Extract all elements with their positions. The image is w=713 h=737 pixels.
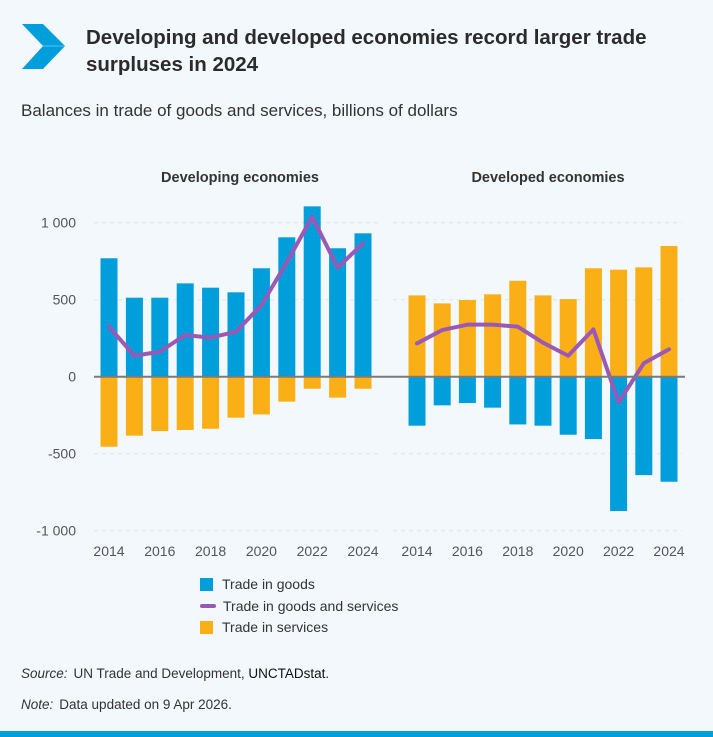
- source-end: .: [325, 666, 330, 681]
- bar-trade-in-goods-2022: [303, 206, 321, 377]
- bar-trade-in-goods-2023: [635, 376, 653, 476]
- bar-trade-in-services-2016: [458, 300, 476, 377]
- x-tick-label: 2018: [502, 543, 533, 559]
- source-link[interactable]: UNCTADstat: [248, 666, 326, 681]
- bar-trade-in-services-2018: [202, 376, 220, 429]
- legend-swatch-goods: [200, 577, 213, 591]
- bar-trade-in-services-2017: [484, 294, 502, 377]
- x-tick-label: 2014: [401, 543, 432, 559]
- bar-trade-in-services-2016: [151, 376, 169, 432]
- legend-label: Trade in goods and services: [223, 598, 399, 614]
- bar-trade-in-services-2015: [433, 303, 451, 377]
- legend-item-goods: Trade in goods: [200, 576, 315, 592]
- chart-title: Developing and developed economies recor…: [86, 26, 647, 76]
- bar-trade-in-services-2021: [278, 376, 296, 402]
- legend-swatch-total: [200, 604, 216, 608]
- y-tick-label: 500: [53, 292, 77, 308]
- bar-trade-in-services-2022: [303, 376, 321, 389]
- bar-trade-in-goods-2015: [125, 297, 143, 377]
- bar-trade-in-goods-2016: [458, 376, 476, 404]
- x-tick-label: 2022: [297, 543, 328, 559]
- y-tick-label: -500: [48, 446, 76, 462]
- bar-trade-in-services-2021: [584, 268, 602, 377]
- x-tick-label: 2022: [603, 543, 634, 559]
- bar-trade-in-goods-2018: [202, 287, 220, 377]
- source-note: Source: UN Trade and Development, UNCTADs…: [21, 666, 329, 681]
- note-text: Data updated on 9 Apr 2026.: [59, 697, 232, 712]
- bar-trade-in-services-2017: [176, 376, 194, 430]
- bar-trade-in-services-2024: [354, 376, 372, 389]
- x-tick-label: 2016: [452, 543, 483, 559]
- bar-trade-in-goods-2017: [176, 283, 194, 377]
- bar-trade-in-services-2023: [635, 267, 653, 377]
- bar-trade-in-services-2022: [610, 269, 628, 377]
- bar-trade-in-goods-2020: [559, 376, 577, 435]
- bar-trade-in-services-2020: [252, 376, 270, 415]
- chart-subtitle: Balances in trade of goods and services,…: [21, 101, 458, 120]
- chevron-right-icon: [22, 24, 65, 69]
- bar-trade-in-goods-2017: [484, 376, 502, 408]
- note-label: Note:: [21, 697, 54, 712]
- y-tick-label: 1 000: [41, 215, 76, 231]
- legend-item-services: Trade in services: [200, 619, 328, 635]
- panel-title: Developing economies: [161, 170, 319, 186]
- bar-trade-in-goods-2021: [584, 376, 602, 440]
- bar-trade-in-services-2019: [227, 376, 245, 418]
- bar-trade-in-goods-2019: [534, 376, 552, 426]
- bar-trade-in-goods-2022: [610, 376, 628, 511]
- legend-swatch-services: [200, 620, 213, 634]
- bar-trade-in-services-2019: [534, 295, 552, 377]
- legend-label: Trade in services: [222, 619, 329, 635]
- x-tick-label: 2016: [144, 543, 175, 559]
- x-tick-label: 2024: [347, 543, 378, 559]
- y-tick-label: 0: [68, 369, 76, 385]
- data-note: Note: Data updated on 9 Apr 2026.: [21, 697, 232, 712]
- chart-area: 1 000 500 0 -500 -1 000 Developing economies 2…: [36, 170, 685, 559]
- bar-trade-in-goods-2015: [433, 376, 451, 406]
- bar-trade-in-services-2020: [559, 299, 577, 377]
- legend-item-total: Trade in goods and services: [200, 598, 398, 614]
- bar-trade-in-services-2024: [660, 245, 678, 377]
- x-tick-label: 2020: [246, 543, 277, 559]
- bar-trade-in-goods-2024: [354, 233, 372, 377]
- bar-trade-in-goods-2018: [509, 376, 527, 425]
- x-tick-label: 2024: [653, 543, 684, 559]
- panel-title: Developed economies: [471, 170, 624, 186]
- bar-trade-in-services-2015: [125, 376, 143, 436]
- bar-trade-in-goods-2016: [151, 297, 169, 377]
- source-label: Source:: [21, 666, 68, 681]
- bar-trade-in-goods-2020: [252, 268, 270, 377]
- bar-trade-in-goods-2014: [100, 258, 118, 377]
- bar-trade-in-goods-2019: [227, 292, 245, 377]
- bar-trade-in-goods-2024: [660, 376, 678, 482]
- bottom-accent-bar: [0, 731, 713, 737]
- x-tick-label: 2020: [553, 543, 584, 559]
- source-text: UN Trade and Development,: [73, 666, 249, 681]
- bar-trade-in-goods-2014: [408, 376, 426, 426]
- legend-label: Trade in goods: [222, 576, 315, 592]
- bar-trade-in-services-2014: [408, 295, 426, 377]
- x-tick-label: 2014: [93, 543, 124, 559]
- x-tick-label: 2018: [195, 543, 226, 559]
- bar-trade-in-services-2014: [100, 376, 118, 447]
- bar-trade-in-services-2023: [329, 376, 347, 398]
- y-tick-label: -1 000: [36, 523, 76, 539]
- bar-trade-in-goods-2023: [329, 248, 347, 377]
